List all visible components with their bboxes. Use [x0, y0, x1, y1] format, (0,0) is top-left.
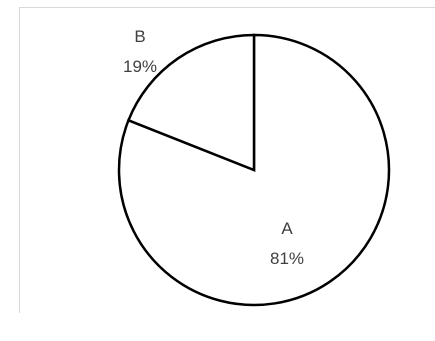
chart-area	[19, 7, 435, 313]
pie-slices	[117, 33, 391, 307]
pie-slice-b	[126, 33, 256, 172]
pie-labels: A 81% B 19%	[123, 27, 304, 268]
slice-value-label-a: 81%	[270, 249, 304, 268]
slice-label-a: A	[281, 219, 293, 238]
slice-value-label-b: 19%	[123, 57, 157, 76]
slice-label-b: B	[134, 27, 145, 46]
